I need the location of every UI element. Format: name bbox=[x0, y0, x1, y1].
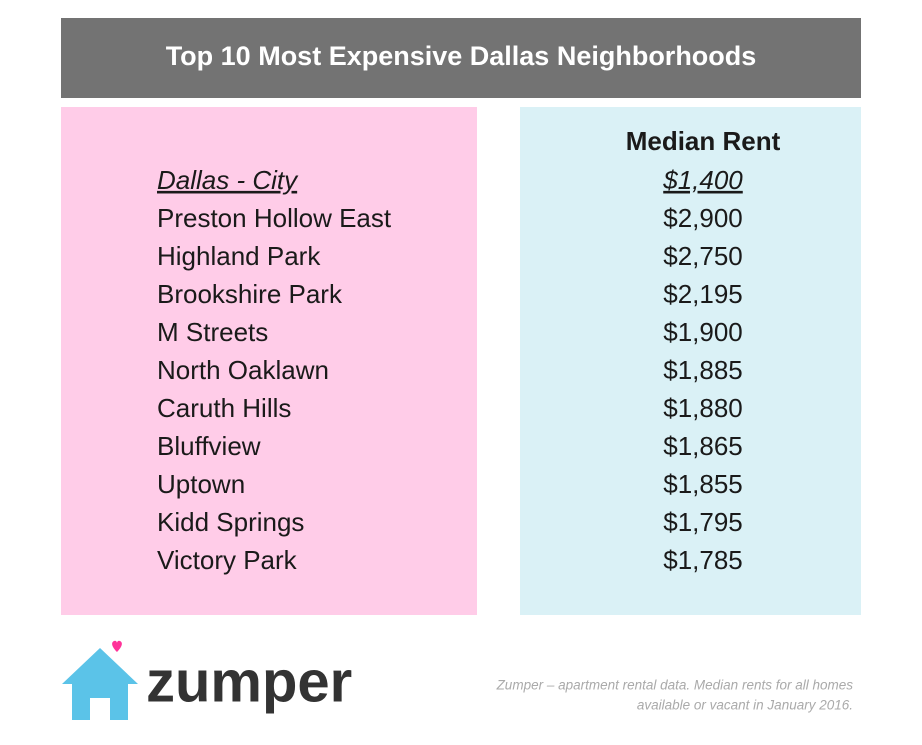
median-rent: $1,900 bbox=[663, 317, 743, 347]
rent-panel bbox=[520, 107, 861, 615]
neighborhood: Caruth Hills bbox=[157, 393, 291, 423]
title: Top 10 Most Expensive Dallas Neighborhoo… bbox=[166, 41, 757, 71]
table-rows: Dallas - City $1,400 Preston Hollow East $2… bbox=[157, 165, 743, 575]
median-rent: $2,750 bbox=[663, 241, 743, 271]
neighborhood: Dallas - City bbox=[157, 165, 299, 195]
median-rent: $1,880 bbox=[663, 393, 743, 423]
median-rent: $2,900 bbox=[663, 203, 743, 233]
house-icon bbox=[62, 648, 138, 720]
title-bar bbox=[61, 18, 861, 98]
median-rent: $1,795 bbox=[663, 507, 743, 537]
logo-text: zumper bbox=[146, 649, 352, 714]
logo-icon bbox=[62, 640, 138, 720]
median-rent: $1,785 bbox=[663, 545, 743, 575]
median-rent: $1,855 bbox=[663, 469, 743, 499]
median-rent: $1,400 bbox=[662, 165, 743, 195]
heart-icon bbox=[112, 640, 122, 652]
neighborhood: Bluffview bbox=[157, 431, 261, 461]
neighborhood: Highland Park bbox=[157, 241, 321, 271]
neighborhood: Brookshire Park bbox=[157, 279, 343, 309]
neighborhood: Uptown bbox=[157, 469, 245, 499]
note: Zumper – apartment rental data. Median r… bbox=[496, 678, 854, 693]
median-rent: $2,195 bbox=[663, 279, 743, 309]
neighborhood: M Streets bbox=[157, 317, 268, 347]
neighborhood: Victory Park bbox=[157, 545, 298, 575]
median-rent: $1,865 bbox=[663, 431, 743, 461]
median-rent: $1,885 bbox=[663, 355, 743, 385]
column-header: Median Rent bbox=[626, 126, 781, 156]
neighborhood: Kidd Springs bbox=[157, 507, 304, 537]
note: available or vacant in January 2016. bbox=[637, 698, 853, 713]
neighborhood: Preston Hollow East bbox=[157, 203, 392, 233]
neighborhood: North Oaklawn bbox=[157, 355, 329, 385]
name-panel bbox=[61, 107, 477, 615]
